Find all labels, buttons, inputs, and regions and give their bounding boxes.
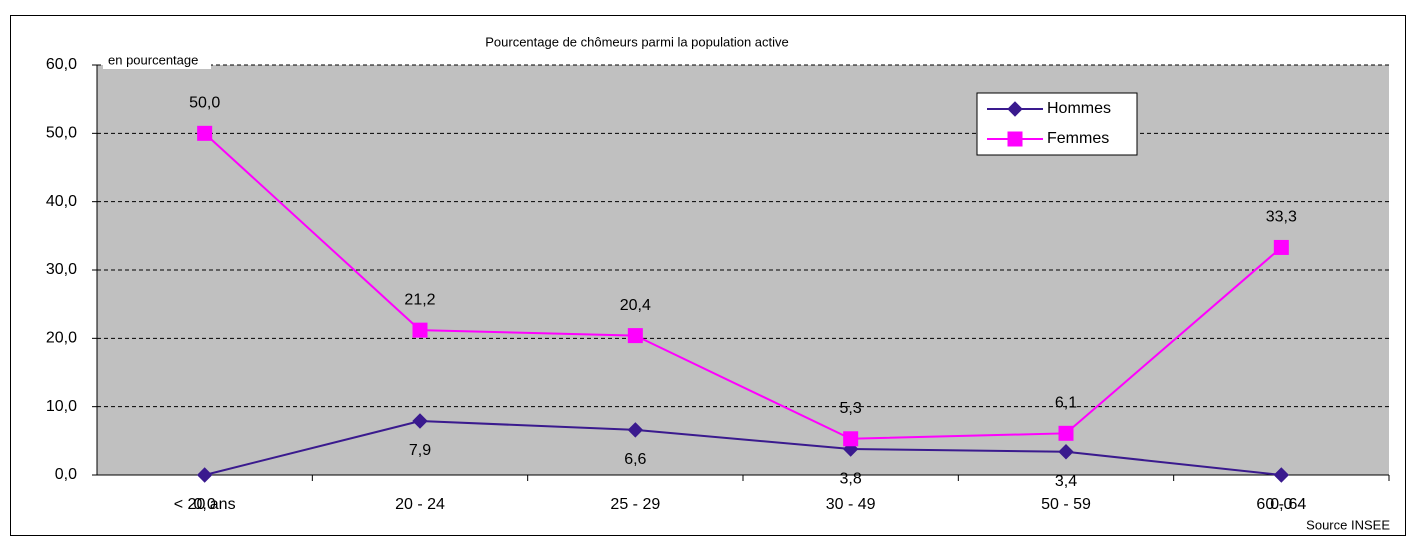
data-label: 6,6 <box>624 451 646 468</box>
point <box>627 328 643 344</box>
point <box>197 125 213 141</box>
data-label: 50,0 <box>189 95 220 112</box>
y-tick-label: 30,0 <box>46 261 77 278</box>
y-tick-label: 60,0 <box>46 56 77 73</box>
point <box>412 413 428 429</box>
data-label: 20,4 <box>620 297 651 314</box>
point <box>627 422 644 438</box>
unit-note-box <box>103 52 211 69</box>
x-tick-label: < 20 ans <box>174 496 236 513</box>
x-tick-label: 60 - 64 <box>1256 496 1306 513</box>
data-label: 3,4 <box>1055 473 1077 490</box>
point <box>842 441 859 457</box>
x-tick-label: 20 - 24 <box>395 496 445 513</box>
series-line <box>203 132 1282 440</box>
point <box>1007 101 1023 117</box>
x-tick-label: 50 - 59 <box>1041 496 1091 513</box>
data-label: 33,3 <box>1266 209 1297 226</box>
point <box>1273 467 1290 483</box>
point <box>843 431 859 447</box>
x-tick-label: 30 - 49 <box>826 496 876 513</box>
data-label: 6,1 <box>1055 395 1077 412</box>
data-label: 7,9 <box>409 442 431 459</box>
point <box>1058 425 1074 441</box>
point <box>196 467 213 483</box>
y-tick-label: 20,0 <box>46 330 77 347</box>
source-note: Source INSEE <box>1306 517 1390 532</box>
point <box>1058 444 1074 460</box>
point <box>412 322 428 338</box>
data-label: 21,2 <box>404 291 435 308</box>
point <box>1273 239 1289 255</box>
legend-box <box>976 92 1138 156</box>
x-tick-label: 25 - 29 <box>610 496 660 513</box>
series-line <box>204 420 1282 476</box>
point <box>1007 131 1023 147</box>
y-tick-label: 0,0 <box>55 466 77 483</box>
chart-title: Pourcentage de chômeurs parmi la populat… <box>485 34 789 49</box>
y-tick-label: 40,0 <box>46 193 77 210</box>
data-label: 5,3 <box>840 400 862 417</box>
data-label: 3,8 <box>840 470 862 487</box>
data-label: 0,0 <box>1270 496 1292 513</box>
y-tick-label: 50,0 <box>46 125 77 142</box>
y-tick-label: 10,0 <box>46 398 77 415</box>
unit-note: en pourcentage <box>108 52 198 67</box>
legend-label: Hommes <box>1047 100 1111 117</box>
data-label: 0,0 <box>194 496 216 513</box>
legend-label: Femmes <box>1047 130 1109 147</box>
